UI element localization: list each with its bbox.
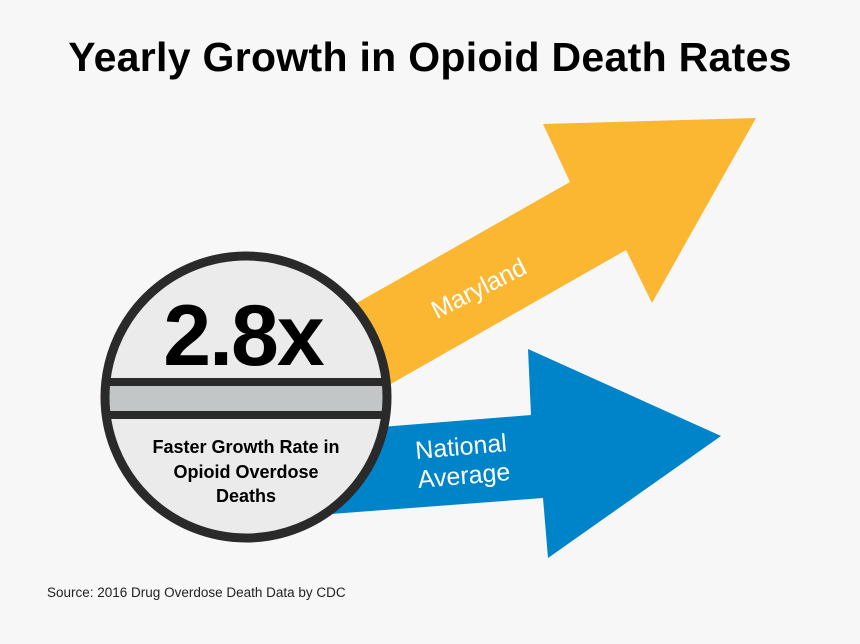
badge-caption-line-1: Faster Growth Rate in xyxy=(152,437,339,457)
badge-caption-line-2: Opioid Overdose xyxy=(173,462,318,482)
source-note: Source: 2016 Drug Overdose Death Data by… xyxy=(47,585,346,600)
page-title: Yearly Growth in Opioid Death Rates xyxy=(68,34,792,80)
badge-caption-line-3: Deaths xyxy=(216,486,276,506)
national-arrow xyxy=(318,349,721,558)
maryland-arrow xyxy=(318,118,756,393)
badge-multiplier: 2.8x xyxy=(163,288,325,384)
badge-band xyxy=(105,378,387,419)
badge-outline xyxy=(100,251,392,543)
